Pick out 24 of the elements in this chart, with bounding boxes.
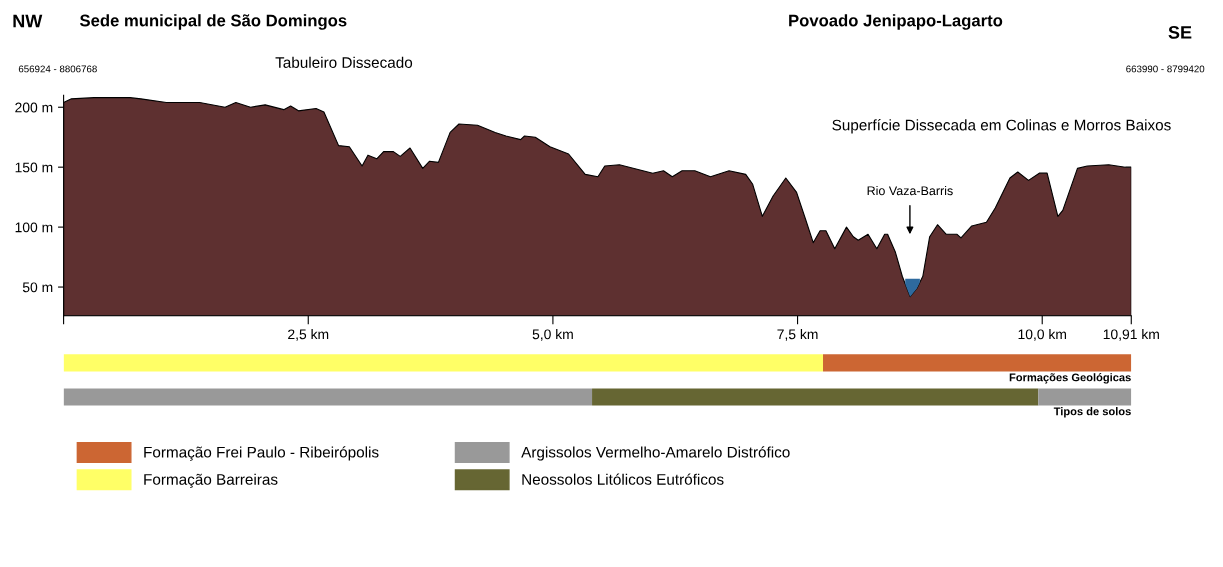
x-tick-label: 10,91 km [1103, 329, 1159, 341]
x-tick-label: 7,5 km [777, 329, 818, 341]
legend-label: Formação Frei Paulo - Ribeirópolis [144, 446, 379, 461]
x-tick-label: 5,0 km [532, 329, 573, 341]
x-tick-label: 10,0 km [1018, 329, 1067, 341]
text: Tabuleiro Dissecado [275, 56, 413, 68]
text: SE [1168, 25, 1192, 39]
y-tick-label: 150 m [15, 162, 53, 173]
text: 663990 - 8799420 [1126, 65, 1205, 73]
y-tick-label: Formações Geológicas [1009, 373, 1131, 384]
text: Povoado Jenipapo-Lagarto [789, 14, 1003, 30]
annotation: Superfície Dissecada em Colinas e Morros Baixos [832, 119, 1171, 134]
legend-label: Formação Barreiras [144, 473, 278, 488]
y-tick-label: 100 m [15, 222, 53, 233]
y-tick-label: Tipos de solos [1053, 407, 1131, 418]
legend-label: Argissolos Vermelho-Amarelo Distrófico [521, 446, 790, 461]
x-tick-label: 2,5 km [288, 329, 329, 341]
annotation: Rio Vaza-Barris [867, 185, 953, 196]
y-tick-label: 50 m [22, 282, 53, 293]
y-tick-label: 200 m [15, 102, 53, 113]
text: Sede municipal de São Domingos [79, 14, 347, 30]
text: NW [13, 14, 43, 28]
text: 656924 - 8806768 [18, 65, 97, 73]
legend-label: Neossolos Litólicos Eutróficos [522, 473, 724, 485]
